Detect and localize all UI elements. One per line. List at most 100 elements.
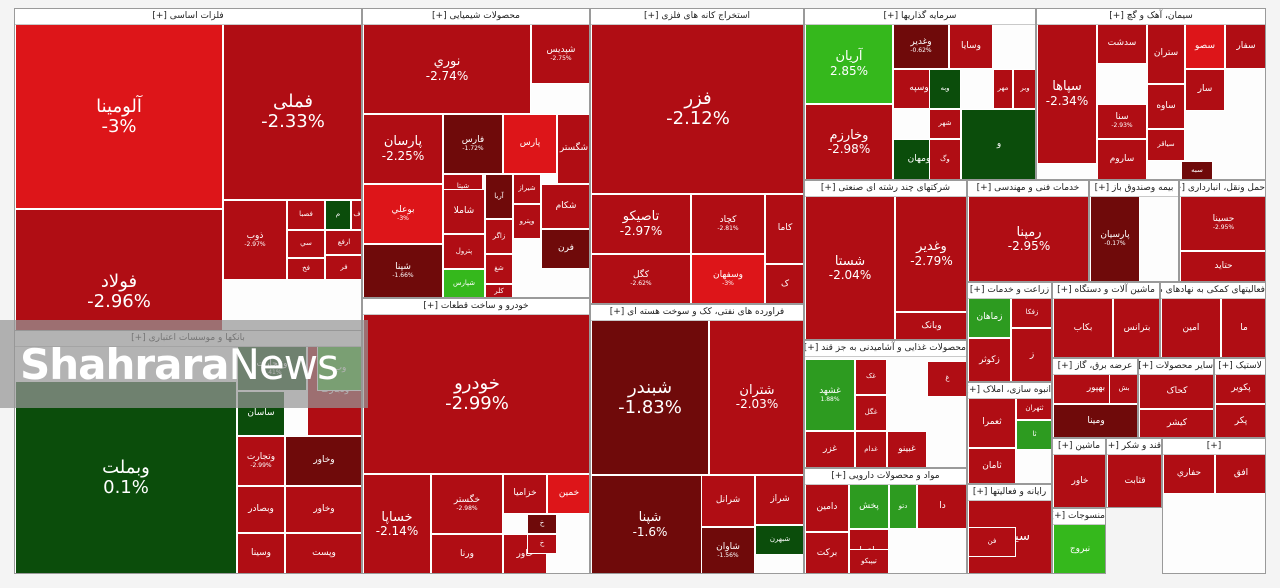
sector-title[interactable]: سیمان، آهک و گچ [+] — [1037, 9, 1265, 25]
tile-1-2[interactable]: وبصادر — [237, 486, 285, 533]
tile-2-1[interactable]: شپديس -2.75% — [531, 24, 589, 84]
tile-5-4[interactable]: شرانل — [701, 475, 755, 527]
sector-title[interactable]: انبوه سازی، املاک [+] — [968, 383, 1051, 399]
tile-4-1[interactable]: کاما — [765, 194, 803, 264]
tile-6-11[interactable]: و — [961, 109, 1035, 179]
tile-7-6[interactable]: سار — [1185, 69, 1225, 111]
tile-6-7[interactable]: وسایا — [949, 24, 993, 69]
tile-12-0[interactable]: زماهان — [968, 298, 1011, 338]
tile-12-1[interactable]: زکوثر — [968, 338, 1011, 381]
tile-7-8[interactable]: سیاقر — [1147, 129, 1185, 161]
tile-4-6[interactable]: ک — [765, 264, 803, 303]
tile-7-7[interactable]: ساروم — [1097, 139, 1147, 179]
sector-title[interactable]: بیمه وصندوق باز [+] — [1090, 181, 1178, 197]
tile-24-0[interactable]: نبروج — [1053, 524, 1105, 573]
tile-5-6[interactable]: شاوان -1.56% — [701, 527, 755, 573]
tile-15-6[interactable]: دا — [917, 484, 966, 529]
tile-6-8[interactable]: مهر — [993, 69, 1013, 109]
tile-20-1[interactable]: کیشر — [1139, 409, 1213, 437]
tile-2-14[interactable]: وپترو — [513, 204, 541, 239]
tile-18-0[interactable]: امین — [1161, 298, 1221, 357]
tile-3-4[interactable]: خمين — [547, 474, 589, 514]
tile-14-0[interactable]: ثعمرا — [968, 398, 1016, 448]
sector-title[interactable]: حمل ونقل، انبارداری [+] — [1180, 181, 1265, 197]
tile-11-1[interactable]: حتاید — [1180, 251, 1265, 281]
tile-11-0[interactable]: حسینا -2.95% — [1180, 196, 1265, 251]
tile-1-1[interactable]: وتجارت -2.99% — [237, 436, 285, 486]
tile-2-3[interactable]: شگستر — [557, 114, 589, 184]
tile-13-4[interactable]: غک — [855, 359, 887, 395]
tile-4-0[interactable]: فزر -2.12% — [591, 24, 803, 194]
tile-5-5[interactable]: شبهرن — [755, 525, 803, 555]
sector-title[interactable]: لاستیک [+] — [1215, 359, 1265, 375]
tile-7-10[interactable]: سنا -2.93% — [1097, 104, 1147, 139]
tile-6-4[interactable]: وبه — [929, 69, 961, 109]
tile-7-2[interactable]: ستران — [1147, 24, 1185, 84]
sector-title[interactable]: شرکتهای چند رشته ای صنعتی [+] — [805, 181, 966, 197]
tile-0-10[interactable]: ف — [351, 200, 361, 230]
tile-2-7[interactable]: شاملا — [443, 189, 485, 234]
tile-15-1[interactable]: برکت — [805, 532, 849, 573]
tile-2-18[interactable]: شغ — [485, 254, 513, 284]
tile-17-0[interactable]: بکاب — [1053, 298, 1113, 357]
tile-2-0[interactable]: نوري -2.74% — [363, 24, 531, 114]
tile-0-8[interactable]: فر — [325, 255, 361, 280]
tile-2-11[interactable]: بوعلي -3% — [363, 184, 443, 244]
tile-6-6[interactable]: وگ — [929, 139, 961, 179]
tile-0-4[interactable]: فصبا — [287, 200, 325, 230]
sector-title[interactable]: ماشین آلات و دستگاه [+] — [1053, 283, 1159, 299]
tile-21-0[interactable]: پکویر — [1215, 374, 1265, 404]
sector-title[interactable]: محصولات شیمیایی [+] — [363, 9, 589, 25]
tile-0-0[interactable]: آلومینا -3% — [15, 24, 223, 209]
tile-23-0[interactable]: قثابت — [1107, 454, 1161, 507]
tile-0-9[interactable]: م — [325, 200, 351, 230]
sector-title[interactable]: سرمایه گذاریها [+] — [805, 9, 1035, 25]
tile-2-16[interactable]: شپنا -1.66% — [363, 244, 443, 297]
tile-0-5[interactable]: سي — [287, 230, 325, 258]
tile-25-0[interactable]: حفاري — [1163, 454, 1215, 494]
tile-15-5[interactable]: دتو — [889, 484, 917, 529]
sector-title[interactable]: سایر محصولات [+] — [1139, 359, 1213, 375]
tile-1-10[interactable]: وخاور — [285, 436, 361, 486]
tile-15-4[interactable]: تیپیکو — [849, 549, 889, 573]
tile-6-9[interactable]: وبر — [1013, 69, 1035, 109]
tile-8-0[interactable]: شستا -2.04% — [805, 196, 895, 339]
sector-title[interactable]: مواد و محصولات دارویی [+] — [805, 469, 966, 485]
tile-25-1[interactable]: افق — [1215, 454, 1265, 494]
tile-15-2[interactable]: پخش — [849, 484, 889, 529]
tile-21-1[interactable]: پکر — [1215, 404, 1265, 437]
tile-14-2[interactable]: ثتهران — [1016, 398, 1051, 420]
tile-3-5[interactable]: ورنا — [431, 534, 503, 573]
tile-5-0[interactable]: شبندر -1.83% — [591, 320, 709, 475]
tile-14-3[interactable]: ثا — [1016, 420, 1051, 450]
tile-7-1[interactable]: سدشت — [1097, 24, 1147, 64]
tile-1-4[interactable]: وخاور — [285, 486, 361, 533]
tile-1-0[interactable]: وبملت 0.1% — [15, 381, 237, 573]
tile-4-2[interactable]: تاصیکو -2.97% — [591, 194, 691, 254]
tile-3-7[interactable]: خ — [527, 514, 557, 534]
tile-7-4[interactable]: سفار — [1225, 24, 1265, 69]
tile-7-5[interactable]: ساوه — [1147, 84, 1185, 129]
tile-5-2[interactable]: شپنا -1.6% — [591, 475, 709, 573]
tile-18-1[interactable]: ما — [1221, 298, 1265, 357]
tile-12-3[interactable]: ز — [1011, 328, 1051, 381]
tile-0-6[interactable]: فخ — [287, 258, 325, 280]
tile-7-3[interactable]: سصو — [1185, 24, 1225, 69]
tile-6-10[interactable]: وغدیر -0.62% — [893, 24, 949, 69]
tile-9-0[interactable]: رمپنا -2.95% — [968, 196, 1088, 281]
tile-6-1[interactable]: وخارزم -2.98% — [805, 104, 893, 179]
tile-0-3[interactable]: ذوب -2.97% — [223, 200, 287, 280]
tile-1-3[interactable]: وسینا — [237, 533, 285, 573]
tile-2-12[interactable]: پترول — [443, 234, 485, 269]
tile-4-5[interactable]: وسفهان -3% — [691, 254, 765, 303]
tile-2-5[interactable]: فارس -1.72% — [443, 114, 503, 174]
tile-13-3[interactable]: غبینو — [887, 431, 927, 467]
tile-20-0[interactable]: کحاک — [1139, 374, 1213, 409]
sector-title[interactable]: رایانه و فعالیتها [+] — [968, 485, 1051, 501]
tile-13-2[interactable]: غدام — [855, 431, 887, 467]
tile-0-7[interactable]: ارفع — [325, 230, 361, 255]
sector-title[interactable]: فلزات اساسی [+] — [15, 9, 361, 25]
sector-title[interactable]: [+] — [1163, 439, 1265, 455]
tile-2-8[interactable]: آريا — [485, 174, 513, 219]
tile-14-1[interactable]: ثامان — [968, 448, 1016, 483]
